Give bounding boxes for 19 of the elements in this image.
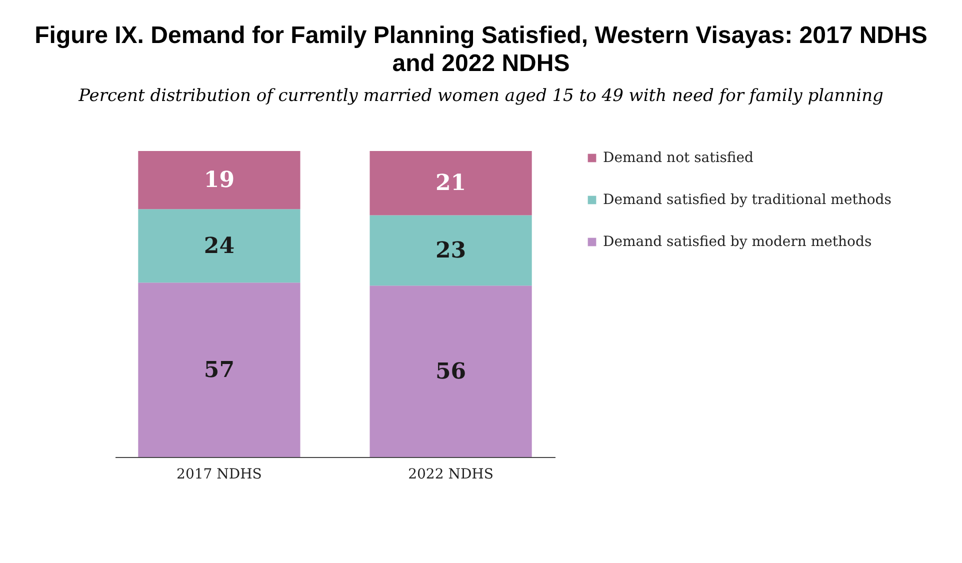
legend-label: Demand not satisfied [603,150,754,166]
x-tick-label: 2022 NDHS [408,466,494,482]
data-label: 56 [435,358,466,384]
chart-title: Figure IX. Demand for Family Planning Satisfied, Western Visayas: 2017 NDHS and 2022 NDHS [34,22,928,78]
bar [138,151,300,210]
bar [138,209,300,283]
x-tick-label: 2017 NDHS [176,466,262,482]
data-label: 24 [204,232,235,259]
data-label: 23 [435,237,466,264]
bar [370,286,532,457]
legend-label: Demand satisfied by traditional methods [603,192,892,208]
bar [370,215,532,286]
bar [370,151,532,216]
bar [138,282,300,457]
legend-label: Demand satisfied by modern methods [603,234,872,250]
data-label: 57 [204,356,235,383]
data-label: 21 [435,170,466,196]
chart-subtitle: Percent distribution of currently married women aged 15 to 49 with need for family planning [77,86,884,106]
data-label: 19 [204,167,235,194]
